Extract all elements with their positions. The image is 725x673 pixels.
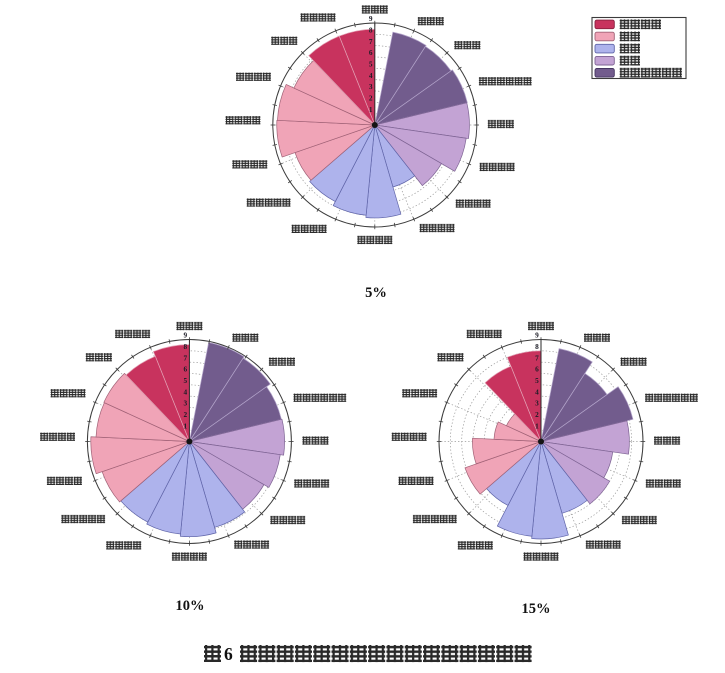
svg-text:4: 4 [535,387,539,396]
svg-text:5%: 5% [365,285,387,301]
svg-text:7: 7 [183,353,187,362]
svg-text:4: 4 [183,387,187,396]
svg-text:8: 8 [535,342,539,351]
svg-text:15%: 15% [522,601,551,617]
svg-text:1: 1 [183,421,187,430]
svg-text:7: 7 [535,353,539,362]
svg-text:6: 6 [535,365,539,374]
svg-text:6: 6 [369,48,373,57]
svg-text:6: 6 [224,644,233,664]
svg-text:1: 1 [535,421,539,430]
svg-text:6: 6 [183,365,187,374]
svg-text:9: 9 [369,14,373,23]
svg-text:10%: 10% [176,598,205,614]
svg-text:8: 8 [369,26,373,35]
svg-text:5: 5 [369,60,373,69]
svg-text:4: 4 [369,71,373,80]
svg-text:3: 3 [535,399,539,408]
svg-text:2: 2 [535,410,539,419]
svg-text:3: 3 [183,399,187,408]
svg-text:7: 7 [369,37,373,46]
svg-text:2: 2 [183,410,187,419]
svg-text:3: 3 [369,82,373,91]
svg-text:5: 5 [183,376,187,385]
svg-text:2: 2 [369,94,373,103]
svg-text:5: 5 [535,376,539,385]
svg-text:8: 8 [183,342,187,351]
svg-text:9: 9 [535,331,539,340]
svg-text:1: 1 [369,105,373,114]
svg-text:9: 9 [183,331,187,340]
